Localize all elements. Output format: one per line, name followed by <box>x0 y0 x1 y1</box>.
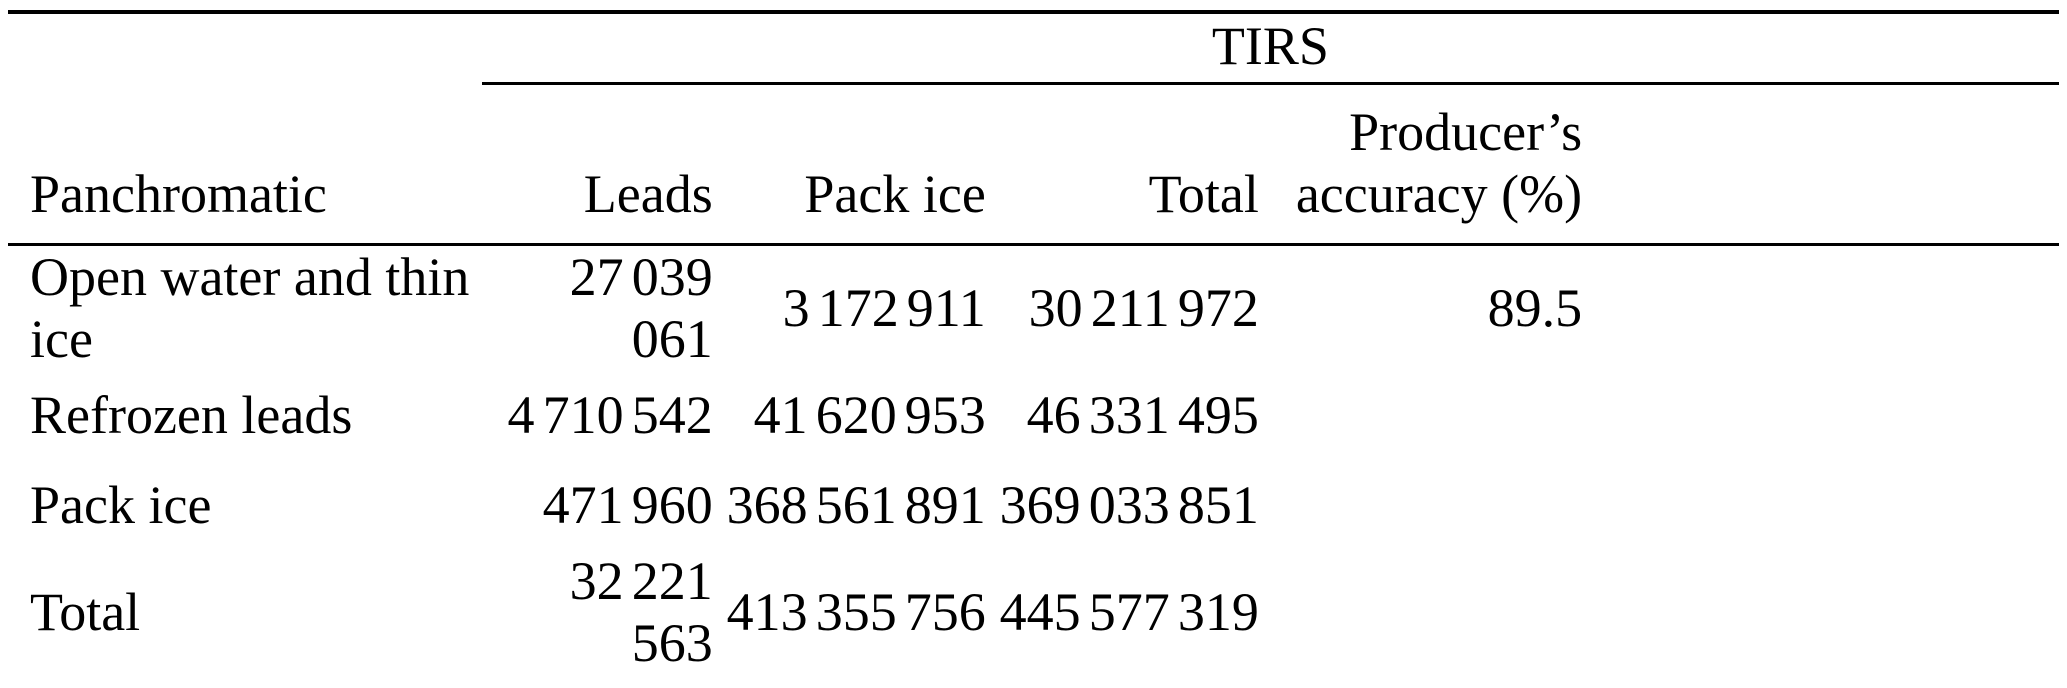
cell-producers-accuracy: 89.5 <box>1487 278 1583 339</box>
cell-pack-ice <box>713 674 986 688</box>
cell-total <box>986 674 1259 688</box>
confusion-matrix-table: TIRS Panchromatic Leads Pack ice Total P… <box>8 10 2059 688</box>
cell-leads: 83.9 <box>482 674 713 688</box>
col-header-producers-line1: Producer’s <box>1349 101 1583 162</box>
row-label: Total <box>30 582 141 643</box>
table-row-users-accuracy: User’s accuracy (%) 83.9 <box>8 674 2059 688</box>
cell-leads: 471 960 <box>542 475 713 536</box>
row-label: User’s accuracy (%) <box>8 674 482 688</box>
column-header-row: Panchromatic Leads Pack ice Total Produc… <box>8 83 2059 246</box>
row-right-spacer <box>1582 245 2059 371</box>
group-header-tirs: TIRS <box>481 12 2059 85</box>
row-right-spacer <box>1582 550 2059 674</box>
cell-pack-ice: 41 620 953 <box>753 385 986 446</box>
header-right-spacer <box>1582 83 2059 246</box>
row-right-spacer <box>1582 370 2059 460</box>
row-label: Refrozen leads <box>30 385 353 446</box>
cell-total: 46 331 495 <box>1026 385 1259 446</box>
cell-leads: 32 221 563 <box>569 551 713 674</box>
cell-producers-accuracy <box>1259 550 1582 674</box>
col-header-total: Total <box>985 83 1259 246</box>
cell-pack-ice: 3 172 911 <box>782 278 986 339</box>
table-row-total: Total 32 221 563 413 355 756 445 577 319 <box>8 550 2059 674</box>
cell-pack-ice: 368 561 891 <box>726 475 986 536</box>
row-right-spacer <box>1582 460 2059 550</box>
cell-total: 445 577 319 <box>999 582 1259 643</box>
col-header-leads: Leads <box>481 83 713 246</box>
cell-pack-ice: 413 355 756 <box>726 582 986 643</box>
cell-producers-accuracy <box>1259 370 1582 460</box>
cell-leads: 27 039 061 <box>569 247 713 370</box>
col-header-pack-ice: Pack ice <box>712 83 986 246</box>
col-header-producers-line2: accuracy (%) <box>1295 163 1583 224</box>
group-header-row: TIRS <box>8 12 2059 85</box>
group-header-stub-spacer <box>8 12 482 84</box>
cell-producers-accuracy <box>1259 674 1582 688</box>
cell-leads: 4 710 542 <box>507 385 713 446</box>
row-right-spacer <box>1582 674 2059 688</box>
row-label: Open water and thin ice <box>30 247 470 370</box>
cell-total: 369 033 851 <box>999 475 1259 536</box>
table-row-refrozen-leads: Refrozen leads 4 710 542 41 620 953 46 3… <box>8 370 2059 460</box>
cell-total: 30 211 972 <box>1028 278 1259 339</box>
cell-producers-accuracy <box>1259 460 1582 550</box>
producers-accuracy-header-text: Producer’s accuracy (%) <box>1296 101 1582 225</box>
table-row-pack-ice: Pack ice 471 960 368 561 891 369 033 851 <box>8 460 2059 550</box>
col-header-producers-accuracy: Producer’s accuracy (%) <box>1258 83 1583 246</box>
col-header-panchromatic: Panchromatic <box>8 83 482 246</box>
row-label: Pack ice <box>30 475 212 536</box>
table-row-open-water-and-thin-ice: Open water and thin ice 27 039 061 3 172… <box>8 245 2059 371</box>
